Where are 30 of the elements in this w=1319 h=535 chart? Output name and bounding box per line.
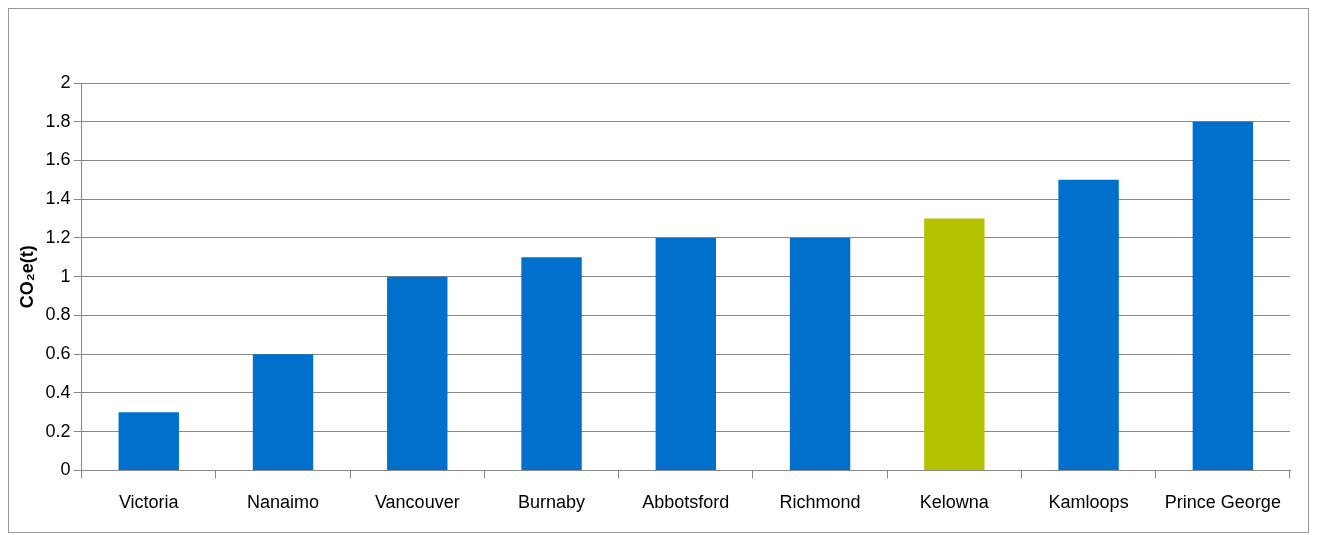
y-axis-title: CO₂e(t) [16,245,37,309]
x-tick-label: Nanaimo [247,492,320,513]
bar [387,276,448,470]
y-tick-label: 2 [60,71,71,92]
x-tick-label: Abbotsford [642,492,730,513]
x-tick-label: Vancouver [374,492,460,513]
x-tick-label: Burnaby [518,492,586,513]
y-tick-label: 0.4 [45,381,71,402]
bar [789,237,851,470]
x-tick-label: Kelowna [919,492,990,513]
bar [118,412,179,470]
x-tick-label: Prince George [1164,492,1281,513]
x-tick-label: Kamloops [1048,492,1129,513]
y-tick-label: 0.2 [45,420,71,441]
y-tick-label: 0.8 [45,304,71,325]
x-tick-label: Richmond [779,492,861,513]
x-tick-label: Victoria [118,492,180,513]
bar [655,237,717,470]
y-tick-label: 1.8 [45,110,71,131]
y-tick-label: 1.4 [45,188,71,209]
bar [1192,121,1254,470]
y-tick-label: 1.6 [45,149,71,170]
bar [252,354,314,470]
y-tick-label: 0 [60,459,71,480]
bar [1058,179,1119,470]
y-tick-label: 1 [60,265,71,286]
bar [924,218,985,470]
y-tick-label: 0.6 [45,343,71,364]
bar [521,257,582,470]
y-tick-label: 1.2 [45,226,71,247]
